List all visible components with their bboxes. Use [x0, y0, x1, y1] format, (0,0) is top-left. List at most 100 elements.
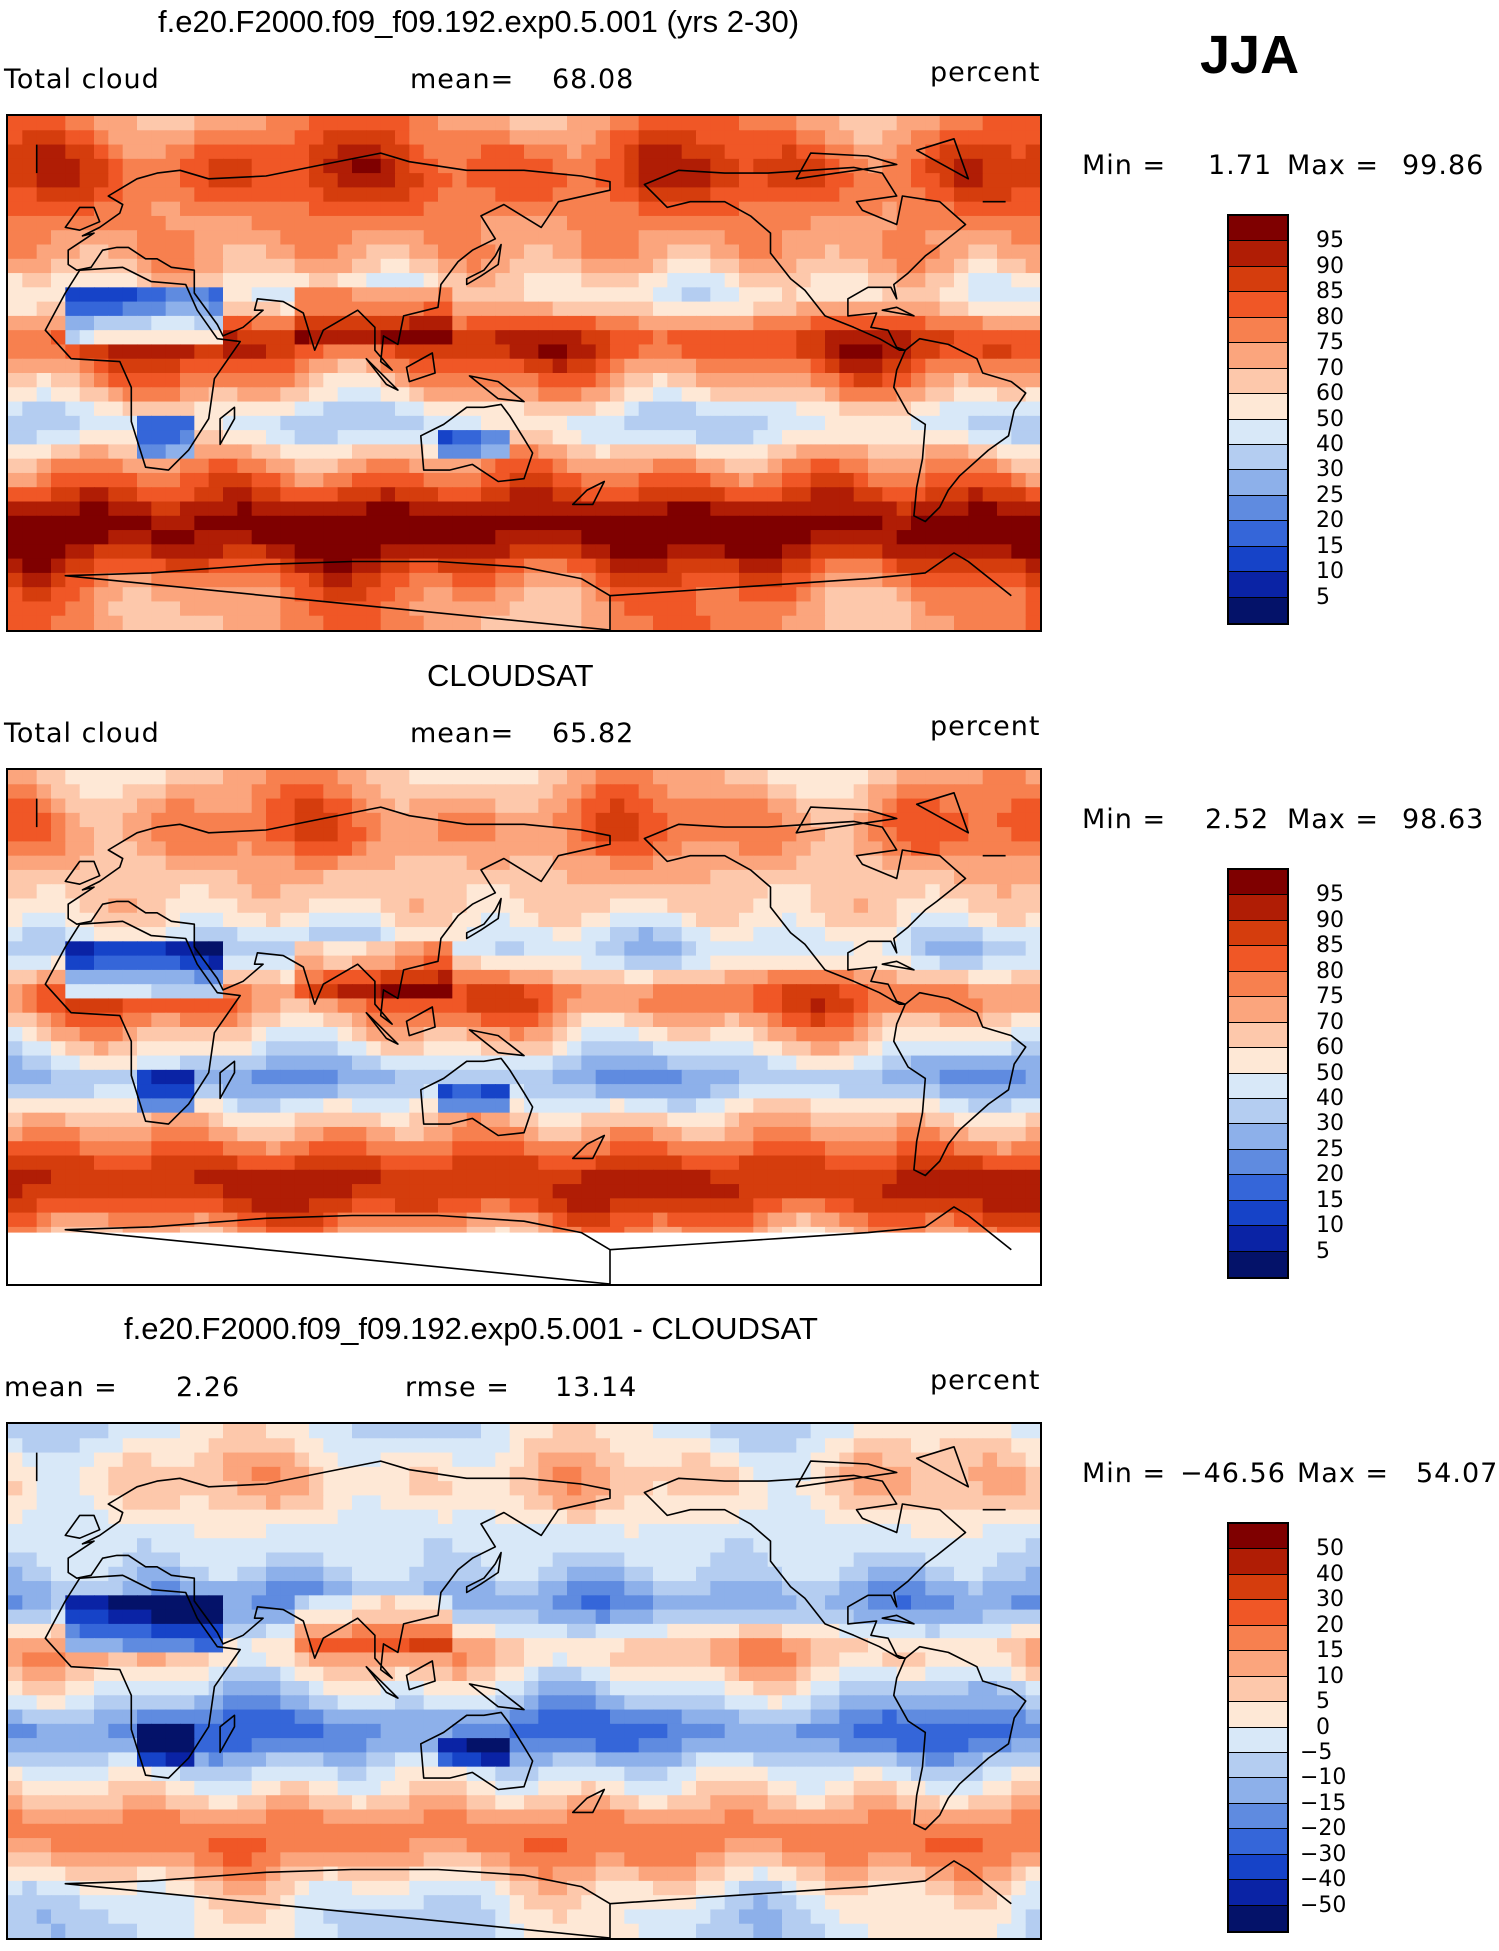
colorbar-tick-label: 15 — [1316, 533, 1344, 559]
colorbar-tick-label: 70 — [1316, 1009, 1344, 1035]
colorbar-tick-label: 80 — [1316, 304, 1344, 330]
panel2-max-value: 98.63 — [1402, 804, 1485, 835]
colorbar-swatch — [1229, 546, 1287, 573]
panel1-mean-label: mean= — [410, 64, 515, 95]
panel2-max-label: Max = — [1287, 804, 1380, 835]
colorbar-swatch — [1229, 1549, 1287, 1575]
colorbar-swatch — [1229, 1574, 1287, 1601]
colorbar-swatch — [1229, 241, 1287, 267]
season-label: JJA — [1200, 25, 1300, 85]
panel3-rmse-value: 13.14 — [555, 1372, 638, 1403]
panel1-units: percent — [930, 57, 1041, 88]
panel2-variable-label: Total cloud — [4, 718, 160, 749]
colorbar-swatch — [1229, 1651, 1287, 1677]
panel2-mean-value: 65.82 — [552, 718, 635, 749]
colorbar-tick-label: 5 — [1316, 1238, 1330, 1264]
colorbar-tick-label: 10 — [1316, 1663, 1344, 1689]
panel2-min-value: 2.52 — [1205, 804, 1270, 835]
colorbar-swatch — [1229, 971, 1287, 998]
panel3-max-label: Max = — [1297, 1458, 1390, 1489]
colorbar-swatch — [1229, 895, 1287, 921]
panel2-title: CLOUDSAT — [427, 658, 594, 693]
colorbar-swatch — [1229, 997, 1287, 1023]
colorbar-tick-label: −30 — [1300, 1841, 1347, 1867]
colorbar-tick-label: 20 — [1316, 1612, 1344, 1638]
colorbar-tick-label: 40 — [1316, 431, 1344, 457]
panel2-mean-label: mean= — [410, 718, 515, 749]
colorbar-tick-label: 95 — [1316, 882, 1344, 908]
colorbar-tick-label: 40 — [1316, 1085, 1344, 1111]
panel2-map — [6, 768, 1042, 1286]
colorbar-swatch — [1229, 1905, 1287, 1931]
colorbar-tick-label: 0 — [1316, 1714, 1330, 1740]
colorbar-swatch — [1229, 216, 1287, 242]
colorbar-swatch — [1229, 1524, 1287, 1550]
panel1-map — [6, 114, 1042, 632]
colorbar-swatch — [1229, 292, 1287, 318]
colorbar-swatch — [1229, 1829, 1287, 1855]
colorbar-tick-label: 30 — [1316, 1111, 1344, 1137]
colorbar-swatch — [1229, 1124, 1287, 1150]
colorbar-swatch — [1229, 1854, 1287, 1881]
panel2-colorbar — [1227, 868, 1289, 1279]
panel1-variable-label: Total cloud — [4, 64, 160, 95]
colorbar-swatch — [1229, 368, 1287, 395]
panel3-mean-label: mean = — [4, 1372, 118, 1403]
colorbar-tick-label: −20 — [1300, 1816, 1347, 1842]
colorbar-swatch — [1229, 317, 1287, 344]
panel1-mean-value: 68.08 — [552, 64, 635, 95]
colorbar-swatch — [1229, 1752, 1287, 1779]
panel3-units: percent — [930, 1365, 1041, 1396]
colorbar-tick-label: −10 — [1300, 1765, 1347, 1791]
colorbar-tick-label: 5 — [1316, 1689, 1330, 1715]
colorbar-swatch — [1229, 419, 1287, 445]
panel3-map — [6, 1422, 1042, 1940]
colorbar-tick-label: 20 — [1316, 508, 1344, 534]
colorbar-swatch — [1229, 444, 1287, 471]
colorbar-swatch — [1229, 343, 1287, 369]
colorbar-tick-label: 90 — [1316, 907, 1344, 933]
colorbar-swatch — [1229, 495, 1287, 522]
colorbar-tick-label: 70 — [1316, 355, 1344, 381]
colorbar-tick-label: 10 — [1316, 1213, 1344, 1239]
colorbar-swatch — [1229, 1048, 1287, 1074]
colorbar-tick-label: 50 — [1316, 1060, 1344, 1086]
colorbar-swatch — [1229, 1880, 1287, 1906]
colorbar-swatch — [1229, 1778, 1287, 1804]
colorbar-swatch — [1229, 1676, 1287, 1703]
colorbar-tick-label: 75 — [1316, 984, 1344, 1010]
panel2-units: percent — [930, 711, 1041, 742]
colorbar-tick-label: 5 — [1316, 584, 1330, 610]
colorbar-tick-label: 60 — [1316, 381, 1344, 407]
panel3-mean-value: 2.26 — [176, 1372, 241, 1403]
colorbar-swatch — [1229, 1073, 1287, 1099]
colorbar-swatch — [1229, 1226, 1287, 1252]
colorbar-swatch — [1229, 870, 1287, 896]
colorbar-swatch — [1229, 521, 1287, 547]
panel3-max-value: 54.07 — [1416, 1458, 1499, 1489]
colorbar-tick-label: 90 — [1316, 253, 1344, 279]
colorbar-swatch — [1229, 1098, 1287, 1125]
panel3-colorbar — [1227, 1522, 1289, 1933]
colorbar-tick-label: 85 — [1316, 933, 1344, 959]
colorbar-swatch — [1229, 1702, 1287, 1728]
colorbar-swatch — [1229, 266, 1287, 293]
panel1-colorbar — [1227, 214, 1289, 625]
panel1-min-label: Min = — [1082, 150, 1167, 181]
panel1-max-value: 99.86 — [1402, 150, 1485, 181]
colorbar-tick-label: 40 — [1316, 1561, 1344, 1587]
colorbar-tick-label: −5 — [1300, 1739, 1333, 1765]
colorbar-swatch — [1229, 572, 1287, 598]
panel3-min-value: −46.56 — [1180, 1458, 1286, 1489]
panel2-min-label: Min = — [1082, 804, 1167, 835]
colorbar-swatch — [1229, 1022, 1287, 1049]
colorbar-swatch — [1229, 1625, 1287, 1652]
colorbar-swatch — [1229, 946, 1287, 972]
colorbar-tick-label: 80 — [1316, 958, 1344, 984]
colorbar-swatch — [1229, 1200, 1287, 1227]
colorbar-swatch — [1229, 1251, 1287, 1277]
colorbar-tick-label: 85 — [1316, 279, 1344, 305]
colorbar-tick-label: 10 — [1316, 559, 1344, 585]
colorbar-swatch — [1229, 1727, 1287, 1753]
colorbar-tick-label: 30 — [1316, 457, 1344, 483]
